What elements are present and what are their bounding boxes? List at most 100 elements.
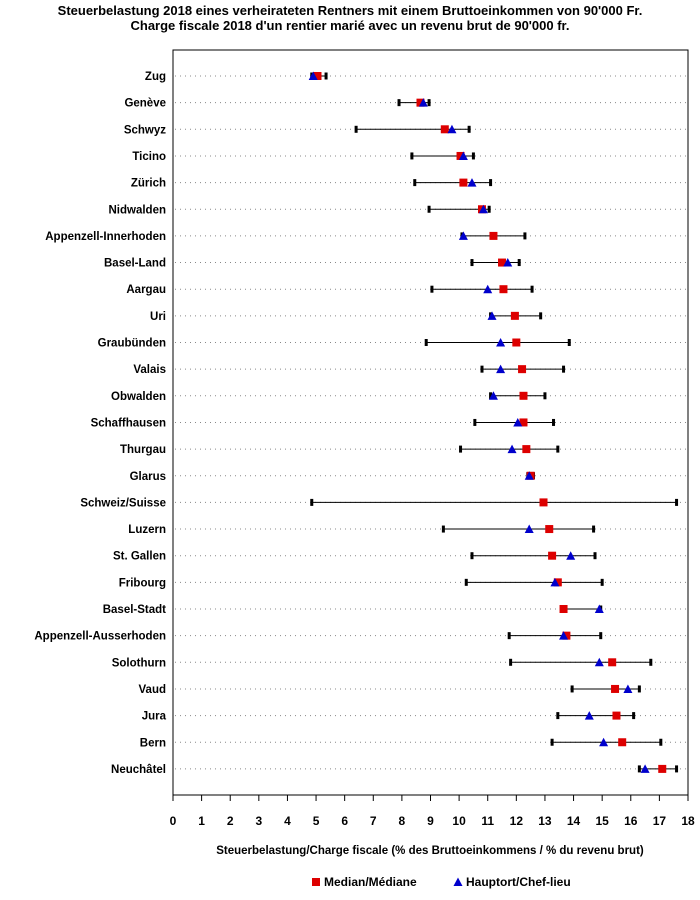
legend-capital-label: Hauptort/Chef-lieu — [466, 875, 571, 889]
range-min-cap — [464, 578, 468, 586]
x-tick-label: 6 — [341, 814, 348, 828]
x-tick-label: 9 — [427, 814, 434, 828]
range-max-cap — [556, 445, 560, 453]
canton-label: Genève — [124, 98, 166, 110]
range-max-cap — [592, 525, 596, 533]
x-tick-label: 7 — [370, 814, 377, 828]
canton-label: Schweiz/Suisse — [80, 497, 166, 509]
canton-label: Fribourg — [119, 577, 166, 589]
median-marker — [498, 258, 507, 267]
median-marker — [658, 764, 667, 773]
range-max-cap — [637, 685, 641, 693]
median-marker — [416, 98, 425, 107]
capital-marker — [524, 471, 534, 480]
canton-row: Thurgau — [120, 444, 686, 456]
legend-median-marker — [312, 878, 320, 886]
capital-marker — [418, 98, 428, 107]
capital-marker — [594, 657, 604, 667]
x-tick-label: 2 — [227, 814, 234, 828]
range-max-cap — [427, 99, 431, 107]
canton-row: Nidwalden — [108, 204, 686, 216]
range-max-cap — [562, 365, 566, 373]
capital-marker — [623, 684, 633, 693]
range-min-cap — [507, 632, 511, 640]
median-marker — [612, 711, 621, 720]
canton-row: Aargau — [126, 284, 686, 296]
x-tick-label: 17 — [653, 814, 667, 828]
canton-row: Schwyz — [124, 124, 686, 136]
x-axis-label: Steuerbelastung/Charge fiscale (% des Br… — [216, 845, 644, 857]
range-min-cap — [354, 125, 358, 133]
canton-row: Schaffhausen — [91, 417, 686, 429]
canton-row: St. Gallen — [113, 551, 686, 563]
x-tick-label: 12 — [510, 814, 524, 828]
capital-marker — [478, 204, 488, 214]
range-min-cap — [441, 525, 445, 533]
median-marker — [512, 338, 521, 347]
x-tick-label: 18 — [681, 814, 695, 828]
canton-label: Ticino — [132, 151, 166, 163]
canton-label: Jura — [142, 711, 167, 723]
capital-marker — [447, 124, 457, 134]
capital-marker — [513, 417, 523, 427]
range-max-cap — [517, 259, 521, 267]
capital-marker — [488, 391, 498, 400]
canton-label: Bern — [140, 737, 166, 749]
canton-row: Vaud — [139, 684, 686, 696]
range-max-cap — [593, 552, 597, 560]
range-min-cap — [310, 498, 314, 506]
capital-marker — [559, 631, 569, 640]
x-tick-label: 0 — [170, 814, 177, 828]
capital-marker — [483, 284, 493, 294]
range-min-cap — [410, 152, 414, 160]
range-min-cap — [550, 738, 554, 746]
canton-row: Schweiz/Suisse — [80, 497, 686, 509]
x-tick-label: 13 — [538, 814, 552, 828]
range-max-cap — [543, 392, 547, 400]
canton-row: Basel-Land — [104, 258, 686, 270]
range-min-cap — [470, 259, 474, 267]
median-marker — [518, 365, 527, 374]
capital-marker — [458, 151, 468, 160]
x-tick-label: 14 — [567, 814, 581, 828]
canton-label: Zug — [145, 71, 166, 83]
canton-label: Schwyz — [124, 124, 166, 136]
canton-label: Glarus — [130, 471, 166, 483]
canton-label: Basel-Stadt — [103, 604, 166, 616]
canton-label: Basel-Land — [104, 258, 166, 270]
range-min-cap — [427, 205, 431, 213]
canton-row: Jura — [142, 711, 686, 723]
canton-row: Zug — [145, 71, 686, 83]
x-tick-label: 16 — [624, 814, 638, 828]
range-max-cap — [649, 658, 653, 666]
chart-rows: Zug Genève Schwyz Ticino Zürich Nidwalden Appe… — [34, 71, 686, 776]
canton-row: Uri — [150, 311, 686, 323]
legend-median-label: Median/Médiane — [324, 875, 417, 889]
canton-label: Schaffhausen — [91, 417, 166, 429]
range-min-cap — [430, 285, 434, 293]
range-min-cap — [556, 712, 560, 720]
canton-row: Basel-Stadt — [103, 604, 686, 616]
x-tick-label: 10 — [452, 814, 466, 828]
median-marker — [499, 285, 508, 294]
canton-row: Zürich — [131, 178, 686, 190]
range-min-cap — [473, 418, 477, 426]
range-min-cap — [637, 765, 641, 773]
legend-capital-marker — [453, 877, 463, 886]
range-min-cap — [413, 179, 417, 187]
canton-label: Graubünden — [98, 338, 166, 350]
range-max-cap — [567, 339, 571, 346]
canton-row: Neuchâtel — [111, 764, 686, 776]
range-max-cap — [599, 632, 603, 640]
range-max-cap — [552, 418, 556, 426]
median-marker — [519, 391, 528, 400]
capital-marker — [507, 444, 517, 454]
median-marker — [608, 658, 617, 667]
capital-marker — [496, 364, 506, 374]
median-marker — [539, 498, 548, 507]
x-tick-label: 8 — [399, 814, 406, 828]
canton-label: Nidwalden — [108, 204, 166, 216]
range-max-cap — [324, 72, 328, 80]
range-max-cap — [489, 179, 493, 187]
